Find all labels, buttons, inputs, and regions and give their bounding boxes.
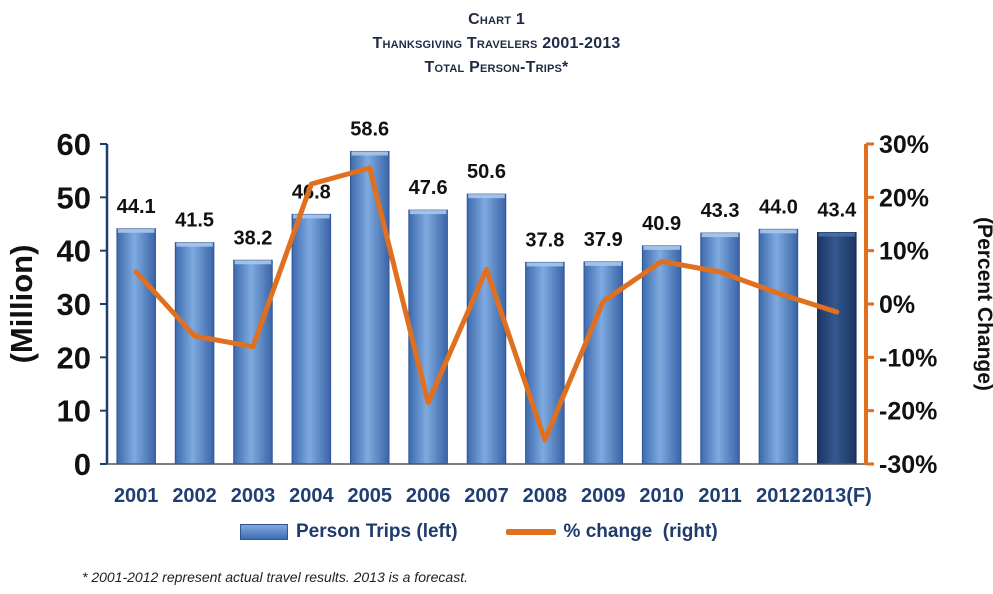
legend-label-person-trips: Person Trips (left) — [296, 521, 458, 542]
right-tick-label: 30% — [879, 131, 929, 159]
x-tick-label: 2011 — [698, 485, 741, 507]
data-label-2010: 40.9 — [642, 213, 681, 235]
bar-top-highlight — [585, 261, 622, 266]
data-label-2003: 38.2 — [233, 227, 272, 249]
x-tick-label: 2003 — [231, 485, 276, 507]
legend-swatch-line — [505, 529, 556, 535]
left-tick-label: 40 — [57, 234, 91, 269]
bar-top-highlight — [818, 232, 856, 237]
left-tick-label: 60 — [57, 127, 91, 162]
bar-top-highlight — [409, 210, 447, 215]
data-label-2008: 37.8 — [525, 229, 564, 251]
bar-2002 — [174, 242, 215, 465]
data-label-2013(F): 43.4 — [817, 200, 857, 222]
legend-label-percent-change: % change (right) — [563, 521, 718, 542]
bar-top-highlight — [234, 260, 272, 265]
data-label-2005: 58.6 — [350, 118, 389, 140]
percent-change-line — [133, 165, 840, 443]
x-tick-label: 2007 — [464, 485, 509, 507]
chart-legend: Person Trips (left) % change (right) — [240, 521, 718, 543]
left-tick-label: 50 — [57, 180, 91, 215]
bar-2012 — [758, 228, 799, 465]
x-tick-label: 2001 — [114, 485, 159, 507]
data-label-2001: 44.1 — [117, 196, 156, 218]
data-label-2007: 50.6 — [467, 161, 506, 183]
bar-top-highlight — [468, 194, 505, 199]
bar-top-highlight — [176, 242, 213, 247]
bar-2005 — [349, 150, 390, 465]
bar-top-highlight — [701, 233, 739, 238]
data-label-2004: 46.8 — [292, 181, 331, 203]
right-tick-label: 0% — [879, 291, 915, 319]
bar-top-highlight — [293, 214, 330, 219]
bar-2007 — [466, 193, 507, 465]
bar-top-highlight — [351, 151, 388, 156]
chart-title: Chart 1 Thanksgiving Travelers 2001-2013… — [0, 8, 993, 80]
footnote: * 2001-2012 represent actual travel resu… — [82, 569, 468, 585]
x-tick-label: 2012 — [756, 485, 801, 507]
bar-top-highlight — [643, 245, 680, 250]
x-tick-label: 2005 — [347, 485, 392, 507]
x-tick-label: 2002 — [172, 485, 217, 507]
left-tick-label: 20 — [57, 340, 91, 375]
x-tick-label: 2004 — [289, 485, 334, 507]
bar-top-highlight — [760, 229, 797, 234]
x-tick-label: 2010 — [639, 485, 684, 507]
x-tick-label: 2013(F) — [802, 485, 872, 507]
left-tick-label: 10 — [57, 394, 91, 429]
left-tick-label: 30 — [57, 287, 91, 322]
bar-top-highlight — [117, 228, 155, 233]
legend-item-person-trips: Person Trips (left) — [240, 521, 458, 543]
bar-2004 — [291, 213, 332, 465]
bar-2013(F) — [817, 232, 857, 465]
bar-2010 — [641, 245, 682, 465]
chart-title-line-1: Chart 1 — [468, 11, 525, 28]
right-tick-label: -10% — [879, 344, 937, 372]
data-label-2006: 47.6 — [409, 177, 448, 199]
x-tick-label: 2006 — [406, 485, 451, 507]
left-tick-label: 0 — [74, 447, 91, 482]
bar-2001 — [116, 228, 156, 465]
right-tick-label: -30% — [879, 451, 937, 479]
left-axis-title: (Million) — [4, 245, 39, 364]
legend-item-percent-change: % change (right) — [505, 521, 718, 543]
legend-swatch-bar — [240, 524, 288, 540]
data-label-2009: 37.9 — [584, 229, 623, 251]
bar-2006 — [408, 209, 448, 465]
bar-top-highlight — [526, 262, 564, 267]
chart-title-line-2: Thanksgiving Travelers 2001-2013 — [372, 35, 621, 52]
right-tick-label: -20% — [879, 398, 937, 426]
x-tick-label: 2008 — [523, 485, 568, 507]
right-axis-title: (Percent Change) — [973, 217, 993, 391]
right-tick-label: 10% — [879, 238, 929, 266]
data-label-2011: 43.3 — [701, 200, 740, 222]
bar-2003 — [233, 259, 273, 465]
x-tick-label: 2009 — [581, 485, 626, 507]
chart-title-line-3: Total Person-Trips* — [424, 59, 569, 76]
data-label-2012: 44.0 — [759, 196, 798, 218]
data-label-2002: 41.5 — [175, 210, 214, 232]
right-tick-label: 20% — [879, 184, 929, 212]
